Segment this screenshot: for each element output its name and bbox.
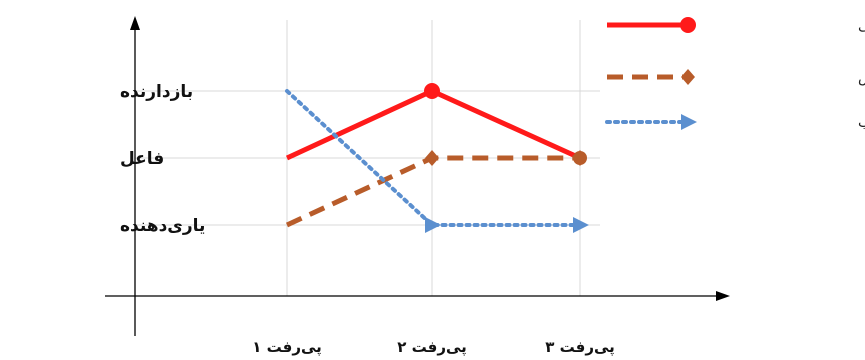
legend: رزمندگان اخراجی رزمندگان مخلص رزمندگان فرص… bbox=[605, 17, 865, 131]
series-line bbox=[285, 155, 580, 228]
axes bbox=[105, 16, 730, 336]
y-tick-label: بازدارنده bbox=[120, 82, 193, 102]
series-0 bbox=[285, 83, 587, 165]
y-tick-label: فاعل bbox=[120, 149, 164, 169]
data-point-circle bbox=[424, 83, 440, 99]
x-axis-labels: پی‌رفت ۱ پی‌رفت ۲ پی‌رفت ۳ bbox=[252, 338, 615, 357]
series-2 bbox=[285, 89, 589, 233]
series-line bbox=[285, 89, 582, 227]
series-1 bbox=[285, 150, 587, 228]
series-line bbox=[285, 88, 582, 161]
data-point-diamond bbox=[573, 150, 587, 166]
legend-label: رزمندگان اخراجی bbox=[858, 17, 865, 34]
data-point-triangle bbox=[681, 114, 697, 130]
x-tick-label: پی‌رفت ۱ bbox=[252, 338, 322, 357]
data-point-circle bbox=[680, 17, 696, 33]
legend-label: رزمندگان فرصت‌طلب bbox=[858, 114, 865, 131]
y-axis-arrow bbox=[130, 16, 140, 30]
data-point-diamond bbox=[681, 69, 695, 85]
y-tick-label: یاری‌دهنده bbox=[120, 216, 205, 236]
x-tick-label: پی‌رفت ۳ bbox=[545, 338, 615, 357]
series-lines bbox=[285, 83, 589, 233]
legend-item: رزمندگان مخلص bbox=[607, 69, 865, 86]
legend-label: رزمندگان مخلص bbox=[858, 69, 865, 86]
data-point-diamond bbox=[425, 150, 439, 166]
y-axis-labels: یاری‌دهنده فاعل بازدارنده bbox=[120, 82, 205, 236]
data-point-triangle bbox=[573, 217, 589, 233]
x-tick-label: پی‌رفت ۲ bbox=[397, 338, 467, 357]
x-axis-arrow bbox=[716, 291, 730, 301]
legend-item: رزمندگان اخراجی bbox=[607, 17, 865, 34]
legend-item: رزمندگان فرصت‌طلب bbox=[605, 114, 865, 131]
data-point-triangle bbox=[425, 217, 441, 233]
